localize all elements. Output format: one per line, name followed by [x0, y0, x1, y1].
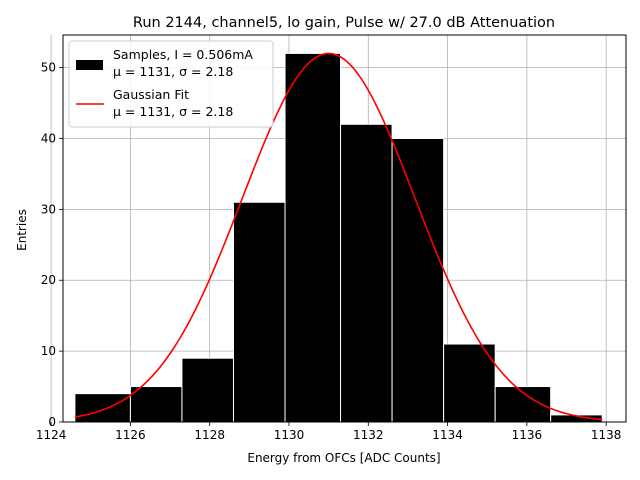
x-tick-label: 1134	[432, 428, 463, 442]
histogram-bars	[74, 52, 603, 423]
histogram-bar	[391, 137, 445, 423]
gaussian-fit	[74, 52, 603, 421]
histogram-bar	[232, 201, 286, 423]
histogram-bar	[443, 343, 496, 423]
y-tick-label: 20	[41, 273, 56, 287]
y-axis-label: Entries	[15, 209, 29, 251]
y-tick-label: 50	[41, 61, 56, 75]
legend-samples-swatch	[76, 60, 103, 70]
histogram-bar	[340, 123, 393, 423]
x-tick-label: 1132	[353, 428, 384, 442]
x-tick-label: 1136	[512, 428, 543, 442]
legend-fit-stats: μ = 1131, σ = 2.18	[113, 104, 233, 119]
y-tick-label: 30	[41, 202, 56, 216]
histogram-bar	[74, 393, 131, 423]
axes: 1124 1126 1128 1130 1132 1134 1136 1138 0 10 20 30 4…	[36, 61, 622, 442]
chart-title: Run 2144, channel5, lo gain, Pulse w/ 27…	[133, 15, 555, 31]
x-axis-label: Energy from OFCs [ADC Counts]	[247, 451, 440, 465]
legend: Samples, I = 0.506mA μ = 1131, σ = 2.18 …	[68, 40, 274, 128]
x-tick-label: 1128	[194, 428, 225, 442]
x-tick-label: 1138	[591, 428, 622, 442]
x-tick-label: 1130	[274, 428, 305, 442]
x-tick-label: 1124	[36, 428, 67, 442]
x-tick-label: 1126	[115, 428, 146, 442]
y-tick-label: 10	[41, 344, 56, 358]
legend-fit-label: Gaussian Fit	[113, 87, 189, 102]
histogram-bar	[181, 357, 234, 423]
y-tick-label: 0	[48, 415, 56, 429]
legend-samples-label: Samples, I = 0.506mA	[113, 47, 253, 62]
gaussian-fit-curve	[74, 52, 603, 421]
histogram-bar	[284, 52, 342, 423]
histogram-bar	[129, 386, 183, 423]
plot-area-frame	[62, 34, 627, 423]
y-tick-label: 40	[41, 131, 56, 145]
legend-samples-stats: μ = 1131, σ = 2.18	[113, 64, 233, 79]
legend-box	[68, 40, 274, 128]
